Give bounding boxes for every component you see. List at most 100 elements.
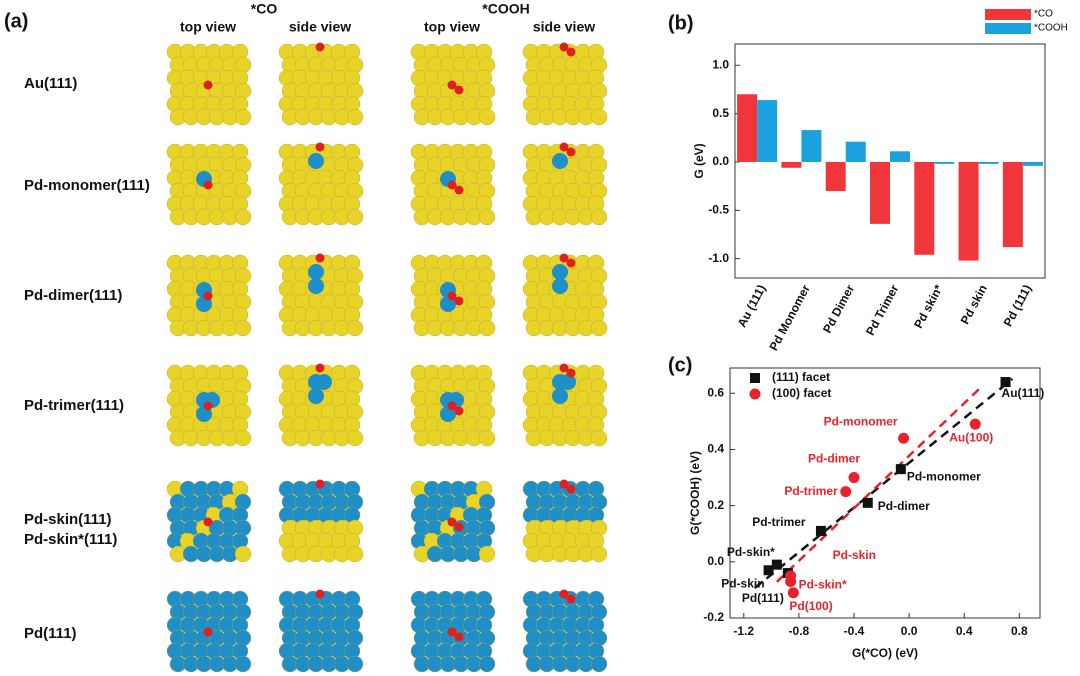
atom bbox=[346, 545, 364, 563]
bar bbox=[781, 161, 802, 168]
legend-swatch bbox=[985, 23, 1031, 34]
pd-atom bbox=[560, 374, 576, 390]
adsorbate bbox=[447, 291, 457, 301]
point-label: Pd-trimer bbox=[784, 484, 838, 498]
x-tick-label: Au (111) bbox=[735, 282, 769, 329]
adsorbate bbox=[566, 147, 576, 157]
bar bbox=[737, 94, 758, 162]
adsorbate bbox=[559, 142, 569, 152]
atom bbox=[234, 655, 252, 673]
adsorbate bbox=[566, 258, 576, 268]
point bbox=[848, 472, 860, 484]
point-label: Pd-dimer bbox=[878, 499, 930, 513]
atom-model bbox=[278, 42, 364, 126]
adsorbate bbox=[315, 479, 325, 489]
adsorbate bbox=[566, 484, 576, 494]
adsorbate bbox=[566, 594, 576, 604]
atom bbox=[346, 108, 364, 126]
pd-atom bbox=[552, 153, 568, 169]
point-label: Pd(111) bbox=[742, 591, 784, 605]
bar bbox=[1022, 161, 1043, 166]
view-label: top view bbox=[424, 19, 480, 35]
x-tick-label: Pd skin bbox=[958, 282, 990, 326]
point bbox=[785, 575, 797, 587]
atom-model bbox=[410, 364, 496, 447]
pd-atom bbox=[552, 264, 568, 280]
adsorbate bbox=[447, 180, 457, 190]
x-tick-label: Pd Trimer bbox=[863, 282, 902, 338]
atom bbox=[478, 208, 496, 226]
atom-model bbox=[522, 479, 608, 563]
plot-frame bbox=[734, 43, 1046, 279]
atom bbox=[478, 319, 496, 337]
x-tick-label: 0.4 bbox=[956, 624, 973, 638]
bar bbox=[845, 141, 866, 162]
atom bbox=[590, 429, 608, 447]
legend-label: *CO bbox=[1034, 9, 1053, 20]
pd-atom bbox=[552, 388, 568, 404]
point-label: Pd-skin* bbox=[727, 545, 775, 559]
fit-line bbox=[775, 385, 983, 583]
view-label: top view bbox=[180, 19, 236, 35]
row-label: Pd-skin(111) bbox=[24, 511, 112, 528]
panel-label: (b) bbox=[668, 12, 694, 34]
y-tick-label: 0.5 bbox=[712, 106, 729, 120]
atom bbox=[478, 429, 496, 447]
point-label: Au(100) bbox=[949, 430, 993, 444]
panel-label: (a) bbox=[4, 10, 28, 32]
adsorbate bbox=[315, 363, 325, 373]
adsorbate bbox=[447, 517, 457, 527]
adsorbate bbox=[559, 42, 569, 52]
bar bbox=[1002, 161, 1023, 248]
bar bbox=[757, 100, 778, 162]
point bbox=[1000, 377, 1011, 388]
point bbox=[787, 587, 799, 599]
adsorbate bbox=[454, 522, 464, 532]
atom bbox=[346, 655, 364, 673]
point-label: Pd-monomer bbox=[824, 414, 898, 428]
atom-model bbox=[522, 142, 608, 226]
adsorbate bbox=[315, 253, 325, 263]
y-tick-label: -0.2 bbox=[703, 610, 724, 624]
row-label: Pd-skin*(111) bbox=[24, 531, 117, 548]
atom bbox=[590, 208, 608, 226]
point-label: Au(111) bbox=[1002, 386, 1045, 400]
row-label: Pd-trimer(111) bbox=[24, 397, 124, 414]
atom-model bbox=[278, 479, 364, 563]
atom bbox=[590, 545, 608, 563]
point bbox=[840, 486, 852, 498]
legend-label: (100) facet bbox=[772, 386, 831, 400]
adsorbate bbox=[566, 47, 576, 57]
pd-atom bbox=[308, 278, 324, 294]
atom-model bbox=[278, 253, 364, 337]
legend-marker bbox=[750, 373, 760, 383]
row-label: Pd(111) bbox=[24, 625, 77, 642]
atom-model bbox=[410, 590, 496, 673]
atom-model bbox=[278, 589, 364, 673]
atom bbox=[234, 208, 252, 226]
bar bbox=[934, 161, 955, 164]
atom-model bbox=[166, 480, 252, 563]
atom-model bbox=[166, 364, 252, 447]
point-label: Pd(100) bbox=[789, 599, 832, 613]
row-label: Pd-monomer(111) bbox=[24, 177, 150, 194]
atom-model bbox=[410, 143, 496, 226]
adsorbate bbox=[315, 42, 325, 52]
adsorbate bbox=[559, 253, 569, 263]
atom bbox=[234, 429, 252, 447]
point bbox=[862, 497, 873, 508]
bar bbox=[914, 161, 935, 255]
y-tick-label: 0.6 bbox=[707, 385, 724, 399]
group-label: *COOH bbox=[482, 1, 529, 17]
y-tick-label: 0.0 bbox=[707, 554, 724, 568]
bar bbox=[890, 151, 910, 162]
pd-atom bbox=[552, 278, 568, 294]
y-tick-label: 0.0 bbox=[712, 154, 729, 168]
atom bbox=[346, 319, 364, 337]
adsorbate bbox=[203, 291, 213, 301]
point bbox=[969, 418, 981, 430]
legend-label: *COOH bbox=[1034, 23, 1068, 34]
adsorbate bbox=[447, 80, 457, 90]
point-label: Pd-skin bbox=[833, 548, 876, 562]
